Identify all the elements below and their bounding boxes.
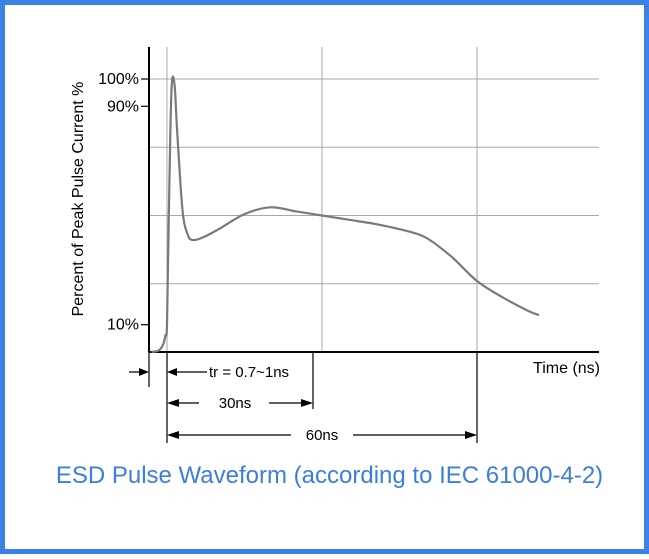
timing-annotations: tr = 0.7~1ns 30ns 60ns: [129, 352, 478, 444]
arrowhead-30ns-right: [301, 399, 313, 407]
y-tick-label: 10%: [107, 317, 139, 334]
arrowhead-60ns-right: [465, 431, 477, 439]
tr-label: tr = 0.7~1ns: [209, 364, 289, 381]
y-tick-label: 100%: [98, 71, 139, 88]
tr-arrowhead-right: [167, 368, 177, 376]
axes: [148, 47, 599, 353]
figure-caption: ESD Pulse Waveform (according to IEC 610…: [55, 462, 604, 489]
y-tick-labels: 100% 90% 10%: [98, 71, 149, 334]
label-30ns: 30ns: [219, 395, 252, 412]
pulse-waveform-line: [151, 75, 540, 354]
label-60ns: 60ns: [306, 427, 339, 444]
grid: [149, 47, 599, 352]
arrowhead-60ns-left: [167, 431, 179, 439]
arrowhead-30ns-left: [167, 399, 179, 407]
tr-arrowhead-left: [139, 368, 149, 376]
x-axis-label: Time (ns): [533, 360, 600, 377]
y-tick-label: 90%: [107, 98, 139, 115]
y-axis-label: Percent of Peak Pulse Current %: [70, 82, 87, 317]
esd-pulse-chart: 100% 90% 10% Percent of Peak Pulse Current…: [70, 47, 600, 444]
